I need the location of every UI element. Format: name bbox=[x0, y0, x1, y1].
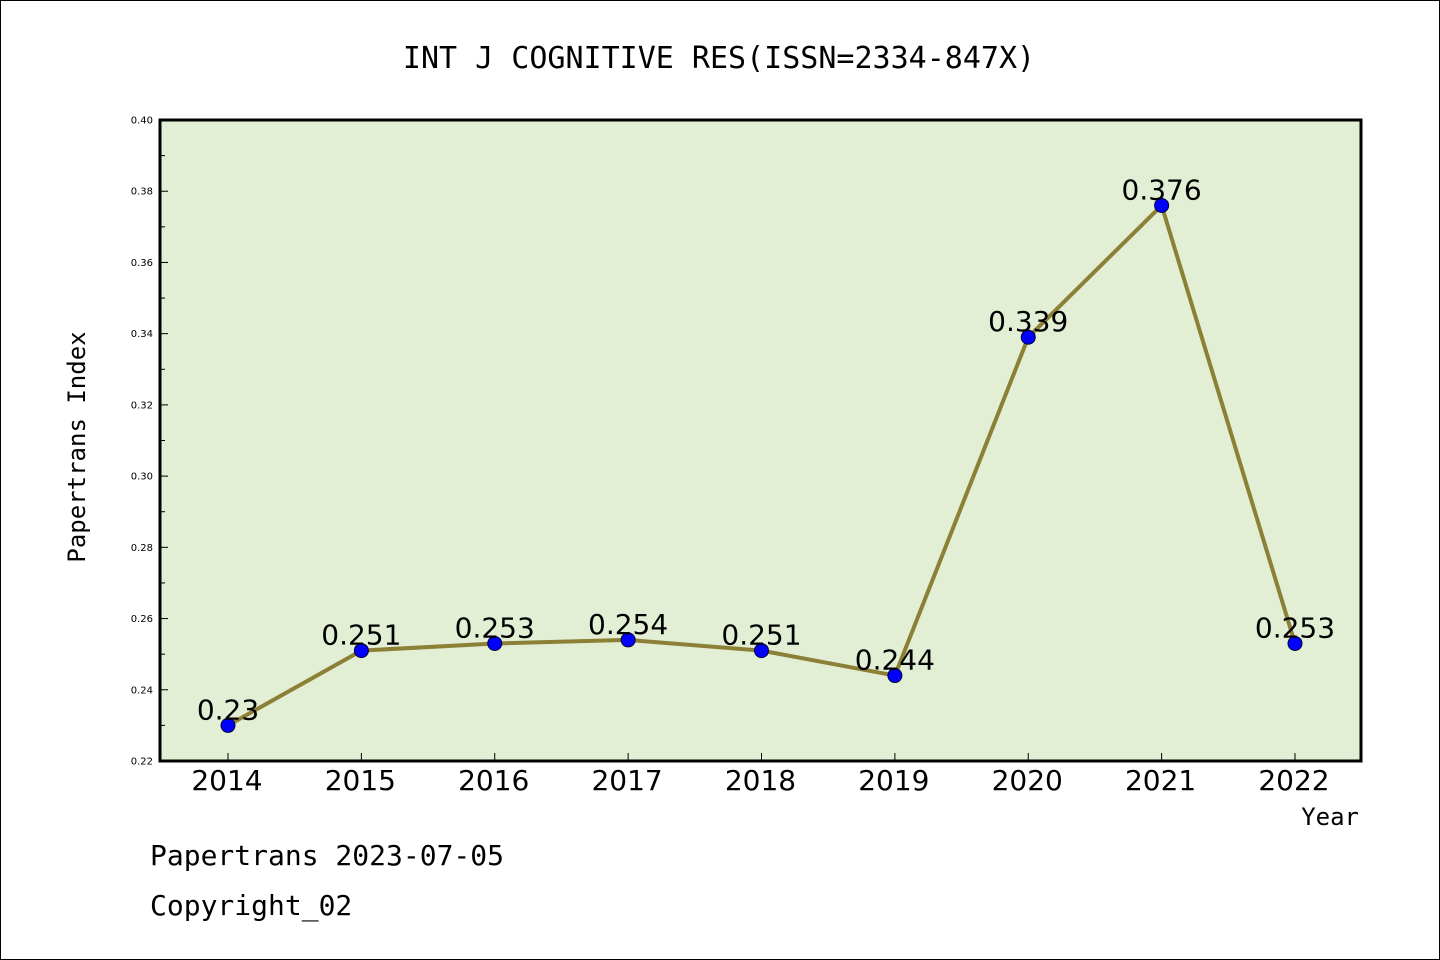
data-point bbox=[1020, 329, 1036, 345]
y-tick-label: 0.30 bbox=[131, 472, 153, 483]
x-tick-label: 2022 bbox=[1258, 764, 1329, 797]
data-point bbox=[220, 717, 236, 733]
x-tick-label: 2021 bbox=[1125, 764, 1196, 797]
y-tick-label: 0.34 bbox=[131, 329, 153, 340]
data-label: 0.254 bbox=[588, 608, 668, 641]
x-axis: 2014 2015 2016 2017 2018 2019 2020 2021 2022 bbox=[191, 753, 1330, 797]
data-label: 0.253 bbox=[1255, 611, 1335, 644]
y-tick-label: 0.26 bbox=[131, 614, 153, 625]
data-label: 0.244 bbox=[855, 644, 935, 677]
y-tick-label: 0.36 bbox=[131, 258, 153, 269]
chart-title: INT J COGNITIVE RES(ISSN=2334-847X) bbox=[403, 41, 1035, 76]
x-tick-label: 2014 bbox=[191, 764, 262, 797]
data-point bbox=[487, 635, 503, 651]
data-point bbox=[1287, 635, 1303, 651]
footer-copyright: Copyright_02 bbox=[150, 889, 352, 923]
data-point bbox=[1154, 197, 1170, 213]
data-label: 0.339 bbox=[988, 305, 1068, 338]
x-tick-label: 2020 bbox=[992, 764, 1063, 797]
y-tick-label: 0.24 bbox=[131, 685, 153, 696]
data-point bbox=[620, 632, 636, 648]
data-label: 0.376 bbox=[1122, 173, 1202, 206]
data-point bbox=[754, 643, 769, 659]
x-tick-label: 2015 bbox=[325, 764, 396, 797]
x-tick-label: 2018 bbox=[725, 764, 796, 797]
x-tick-label: 2017 bbox=[591, 764, 662, 797]
data-label: 0.23 bbox=[197, 693, 259, 726]
data-point bbox=[887, 668, 903, 684]
series-layer: 0.23 0.251 0.253 0.254 0.251 0.244 0.339 0.376 0… bbox=[197, 173, 1335, 733]
x-tick-label: 2019 bbox=[858, 764, 929, 797]
y-tick-label: 0.38 bbox=[131, 187, 153, 198]
data-label: 0.251 bbox=[321, 619, 401, 652]
y-axis-label: Papertrans Index bbox=[63, 331, 91, 562]
data-point bbox=[353, 643, 369, 659]
data-label: 0.251 bbox=[721, 619, 801, 652]
plot-area bbox=[158, 118, 1363, 763]
x-tick-label: 2016 bbox=[458, 764, 529, 797]
data-label: 0.253 bbox=[455, 611, 535, 644]
y-axis: 0.22 0.24 0.26 0.28 0.30 0.32 0.34 0.36 0.38 0.40 bbox=[131, 116, 168, 768]
y-tick-label: 0.22 bbox=[131, 757, 153, 768]
footer-date: Papertrans 2023-07-05 bbox=[150, 839, 504, 872]
x-axis-label: Year bbox=[1301, 803, 1359, 831]
y-tick-label: 0.28 bbox=[131, 543, 153, 554]
y-tick-label: 0.40 bbox=[131, 116, 153, 127]
y-tick-label: 0.32 bbox=[131, 400, 153, 411]
